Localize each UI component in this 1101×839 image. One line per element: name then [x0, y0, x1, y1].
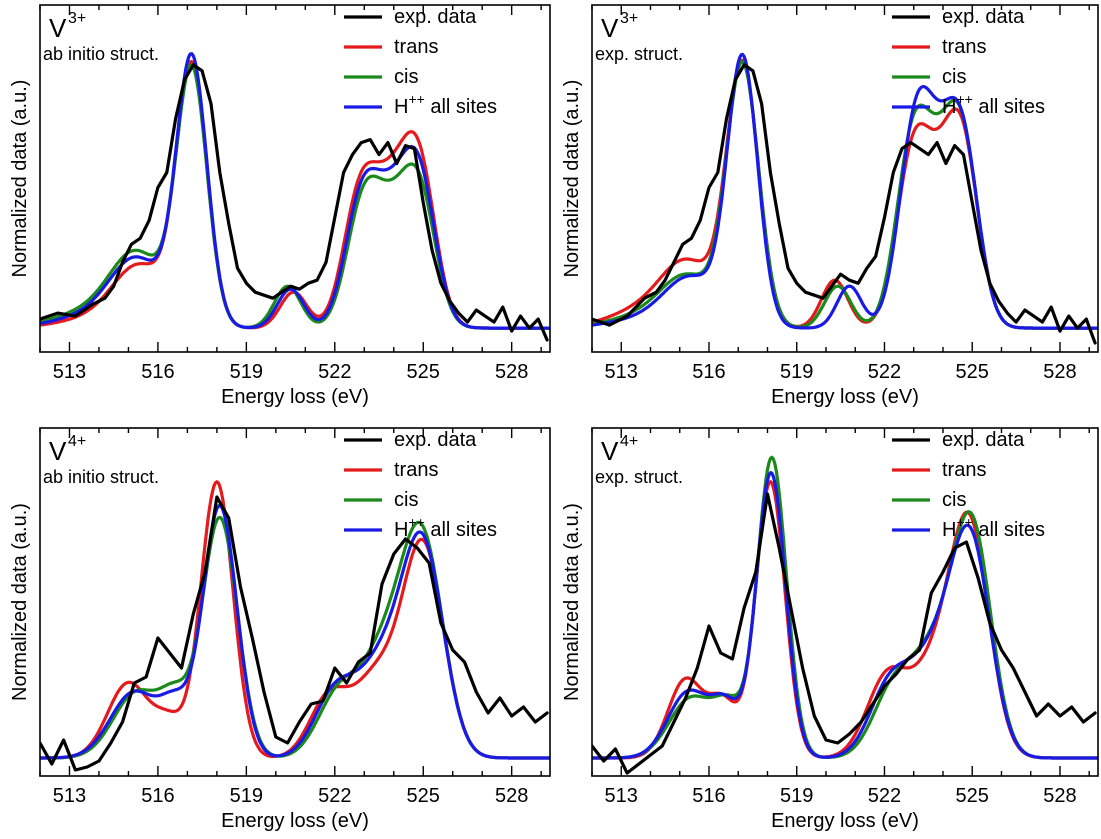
ion-charge: 3+	[68, 10, 86, 27]
legend: exp. data trans cis H++ all sites	[344, 6, 497, 118]
legend-label-trans: trans	[394, 459, 438, 481]
legend: exp. data trans cis H++ all sites	[344, 429, 497, 541]
series-line-exp	[592, 63, 1097, 345]
x-tick-label: 528	[495, 785, 528, 807]
chart-panel-3: 513 516 519 522 525 528 Energy loss (eV) Normal…	[9, 427, 551, 832]
x-tick-label: 513	[53, 361, 86, 383]
x-tick-label: 525	[956, 785, 989, 807]
series-line-hpp	[40, 503, 550, 760]
ion-charge: 3+	[620, 10, 638, 27]
series-group	[592, 455, 1098, 775]
series-line-hpp	[40, 52, 550, 330]
x-tick-label: 516	[141, 361, 174, 383]
x-tick-label: 528	[495, 361, 528, 383]
x-tick-label: 525	[407, 785, 440, 807]
series-line-hpp	[592, 471, 1098, 760]
x-tick-label: 513	[605, 361, 638, 383]
y-axis-label: Normalized data (a.u.)	[9, 503, 31, 701]
legend-label-trans: trans	[942, 36, 986, 58]
x-tick-label: 522	[868, 361, 901, 383]
x-tick-label: 528	[1043, 361, 1076, 383]
legend-label-cis: cis	[942, 489, 966, 511]
series-line-cis	[40, 515, 550, 760]
ion-charge: 4+	[620, 433, 638, 450]
series-group	[40, 52, 550, 342]
y-axis-label: Normalized data (a.u.)	[9, 80, 31, 278]
x-tick-label: 516	[692, 785, 725, 807]
legend: exp. data trans cis H++ all sites	[892, 6, 1045, 118]
ion-label: V	[601, 436, 619, 466]
x-tick-label: 522	[868, 785, 901, 807]
series-group	[592, 52, 1098, 345]
x-tick-label: 528	[1043, 785, 1076, 807]
x-tick-label: 525	[407, 361, 440, 383]
structure-label: exp. struct.	[595, 44, 683, 64]
structure-label: exp. struct.	[595, 467, 683, 487]
legend-label-hpp: H++ all sites	[394, 514, 497, 541]
structure-label: ab initio struct.	[43, 467, 159, 487]
legend-label-hpp: H++ all sites	[394, 91, 497, 118]
x-tick-label: 525	[956, 361, 989, 383]
structure-label: ab initio struct.	[43, 44, 159, 64]
x-tick-label: 516	[692, 361, 725, 383]
x-tick-label: 513	[605, 785, 638, 807]
series-line-exp	[40, 495, 549, 772]
ion-label: V	[49, 13, 67, 43]
chart-panel-1: 513 516 519 522 525 528 Energy loss (eV) Normal…	[9, 4, 551, 408]
x-axis-label: Energy loss (eV)	[221, 386, 369, 408]
ion-label: V	[601, 13, 619, 43]
x-tick-label: 513	[53, 785, 86, 807]
legend-label-cis: cis	[394, 66, 418, 88]
legend-label-exp: exp. data	[942, 429, 1025, 451]
legend-label-cis: cis	[942, 66, 966, 88]
y-axis-label: Normalized data (a.u.)	[561, 503, 583, 701]
series-line-hpp	[592, 52, 1098, 330]
x-tick-label: 519	[780, 785, 813, 807]
legend-label-hpp: H++ all sites	[942, 91, 1045, 118]
plot-frame	[39, 4, 551, 353]
x-tick-label: 522	[318, 785, 351, 807]
y-axis-label: Normalized data (a.u.)	[561, 80, 583, 278]
legend-label-trans: trans	[394, 36, 438, 58]
legend-label-cis: cis	[394, 489, 418, 511]
x-axis-label: Energy loss (eV)	[771, 386, 919, 408]
plot-frame	[591, 427, 1099, 777]
ion-charge: 4+	[68, 433, 86, 450]
x-tick-label: 519	[780, 361, 813, 383]
series-line-exp	[592, 492, 1097, 775]
legend-label-trans: trans	[942, 459, 986, 481]
series-group	[40, 480, 550, 772]
plot-frame	[591, 4, 1099, 353]
x-tick-label: 519	[230, 785, 263, 807]
series-line-exp	[40, 63, 549, 342]
plot-frame	[39, 427, 551, 777]
legend-label-exp: exp. data	[394, 429, 477, 451]
x-tick-label: 519	[230, 361, 263, 383]
x-axis-label: Energy loss (eV)	[221, 810, 369, 832]
ion-label: V	[49, 436, 67, 466]
x-tick-label: 516	[141, 785, 174, 807]
legend-label-exp: exp. data	[942, 6, 1025, 28]
x-axis-label: Energy loss (eV)	[771, 810, 919, 832]
legend-label-exp: exp. data	[394, 6, 477, 28]
chart-panel-2: 513 516 519 522 525 528 Energy loss (eV) Normal…	[561, 4, 1099, 408]
x-tick-label: 522	[318, 361, 351, 383]
chart-panel-4: 513 516 519 522 525 528 Energy loss (eV) Normal…	[561, 427, 1099, 832]
